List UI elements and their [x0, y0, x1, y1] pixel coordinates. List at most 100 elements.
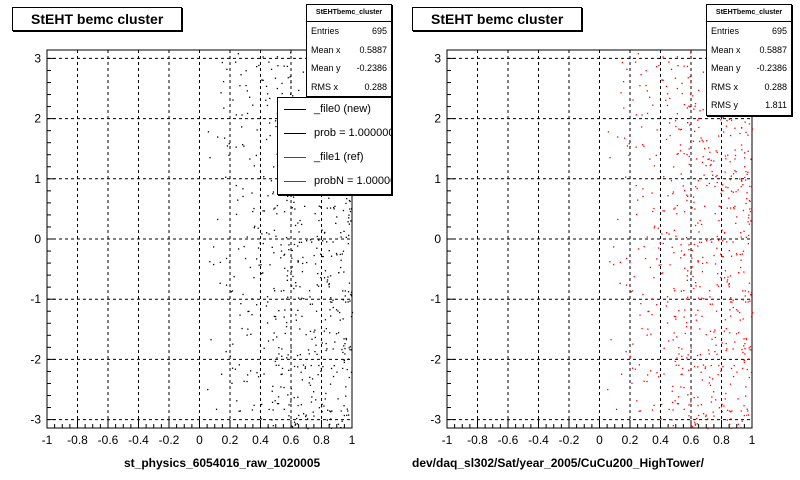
scatter-point [242, 195, 244, 198]
scatter-point [690, 141, 692, 143]
scatter-point [330, 418, 332, 420]
scatter-point [297, 260, 299, 262]
scatter-point [332, 241, 334, 243]
scatter-point [711, 241, 713, 243]
scatter-point [745, 236, 747, 238]
scatter-point [299, 354, 301, 356]
scatter-point [262, 79, 264, 81]
scatter-point [714, 185, 716, 188]
scatter-point [749, 200, 751, 203]
scatter-point [725, 392, 727, 395]
legend-entry-file0: _file0 (new) [278, 98, 391, 122]
x-tick-label: 1 [349, 433, 356, 447]
scatter-point [686, 154, 688, 156]
scatter-point [635, 184, 637, 187]
scatter-point [688, 415, 690, 417]
scatter-point [700, 371, 702, 373]
x-tick-label: -0.8 [467, 433, 488, 447]
scatter-point [730, 175, 732, 177]
scatter-point [725, 349, 727, 352]
scatter-point [304, 366, 307, 368]
scatter-point [261, 233, 263, 235]
scatter-point [290, 82, 292, 84]
scatter-point [729, 161, 731, 163]
scatter-point [309, 330, 312, 332]
scatter-point [726, 348, 728, 350]
scatter-point [743, 359, 745, 362]
scatter-point [217, 218, 219, 221]
scatter-point [291, 426, 294, 428]
scatter-point [346, 368, 348, 371]
legend-entry-file1: _file1 (ref) [278, 146, 391, 170]
scatter-point [749, 300, 751, 302]
scatter-point [317, 273, 319, 275]
stats-value: 695 [771, 26, 787, 36]
scatter-point [320, 253, 322, 255]
scatter-point [213, 246, 215, 248]
stats-value: -0.2386 [756, 63, 787, 73]
scatter-point [290, 52, 292, 54]
scatter-point [267, 426, 269, 429]
scatter-point [687, 195, 689, 197]
scatter-point [609, 261, 611, 263]
scatter-point [742, 298, 744, 301]
scatter-point [693, 108, 695, 110]
scatter-point [242, 144, 244, 146]
scatter-point [741, 253, 743, 255]
scatter-point [724, 155, 727, 157]
scatter-point [683, 153, 685, 155]
scatter-point [710, 163, 712, 166]
scatter-point [286, 321, 288, 324]
scatter-point [330, 297, 332, 299]
scatter-point [277, 65, 279, 67]
scatter-point [745, 301, 747, 303]
scatter-point [733, 208, 735, 210]
scatter-point [687, 296, 689, 298]
scatter-point [647, 374, 649, 376]
scatter-point [749, 349, 751, 351]
scatter-point [750, 349, 753, 351]
scatter-point [720, 119, 722, 121]
scatter-point [701, 379, 703, 381]
left-stats-row: Mean y -0.2386 [307, 59, 391, 78]
legend-label: prob = 1.000000 [314, 127, 392, 139]
scatter-point [316, 247, 318, 249]
scatter-point [653, 277, 655, 279]
scatter-point [347, 221, 349, 223]
scatter-point [326, 241, 328, 243]
scatter-point [256, 129, 258, 131]
scatter-point [241, 114, 243, 116]
scatter-point [290, 309, 293, 311]
scatter-point [349, 208, 351, 210]
scatter-point [746, 173, 748, 175]
scatter-point [676, 402, 679, 405]
scatter-point [651, 409, 654, 411]
scatter-point [344, 295, 346, 297]
scatter-point [730, 427, 733, 429]
scatter-point [634, 368, 637, 370]
y-tick-label: -3 [430, 413, 441, 427]
scatter-point [742, 184, 744, 186]
scatter-point [656, 129, 658, 131]
scatter-point [628, 143, 630, 145]
scatter-point [330, 315, 332, 317]
scatter-point [681, 355, 683, 357]
scatter-point [276, 402, 279, 405]
scatter-point [641, 126, 643, 128]
scatter-point [284, 267, 286, 269]
scatter-point [650, 333, 652, 335]
scatter-point [735, 252, 738, 255]
scatter-point [296, 354, 299, 357]
scatter-point [326, 281, 328, 283]
scatter-point [673, 252, 675, 254]
scatter-point [304, 205, 306, 207]
scatter-point [680, 290, 682, 292]
scatter-point [337, 310, 339, 312]
scatter-point [276, 204, 278, 207]
scatter-point [345, 202, 347, 205]
scatter-point [290, 347, 292, 349]
scatter-point [346, 408, 348, 410]
scatter-point [281, 355, 283, 357]
scatter-point [331, 410, 333, 412]
scatter-point [742, 367, 744, 370]
